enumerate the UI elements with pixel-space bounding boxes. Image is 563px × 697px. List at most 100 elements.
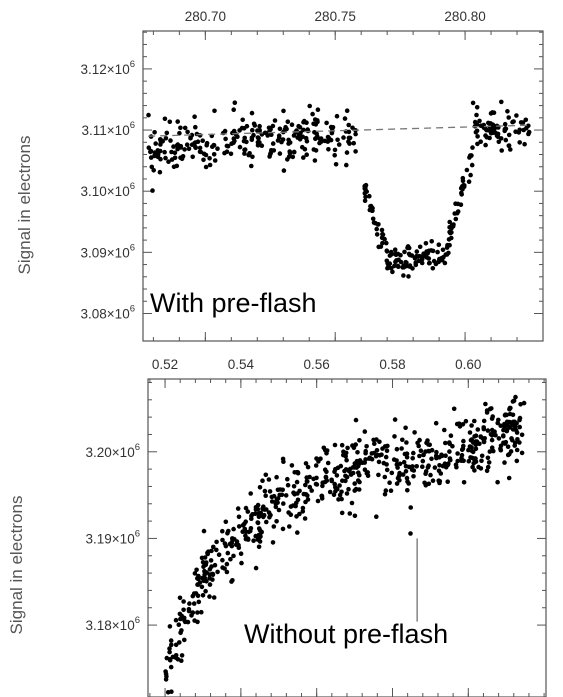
data-point	[270, 540, 276, 545]
data-point	[472, 468, 477, 473]
data-point	[232, 100, 238, 105]
data-point	[469, 423, 474, 428]
data-point	[253, 507, 259, 512]
y-tick-exponent: 6	[135, 442, 140, 453]
data-point	[517, 424, 522, 430]
data-point	[226, 528, 231, 534]
y-tick-label: 3.12×106	[81, 59, 135, 77]
data-point	[189, 613, 194, 618]
data-point	[207, 162, 213, 168]
data-point	[302, 516, 308, 521]
data-point	[242, 135, 247, 141]
data-point	[195, 610, 200, 615]
data-point	[487, 135, 492, 141]
data-point	[166, 159, 171, 164]
data-point	[324, 120, 329, 126]
data-point	[411, 450, 416, 456]
data-point	[362, 190, 368, 196]
data-point	[148, 155, 154, 160]
data-point	[208, 558, 214, 563]
data-point	[479, 458, 484, 464]
y-axis-label: Signal in electrons	[15, 136, 34, 275]
data-point	[200, 138, 205, 143]
data-point	[481, 418, 487, 424]
data-point	[281, 459, 286, 465]
data-point	[518, 402, 523, 407]
data-point	[269, 499, 275, 504]
data-point	[404, 454, 410, 460]
data-point	[471, 461, 477, 466]
data-point	[410, 456, 416, 461]
data-point	[162, 116, 168, 122]
data-point	[406, 464, 412, 470]
data-point	[270, 141, 276, 146]
data-point	[514, 447, 520, 453]
data-point	[472, 456, 478, 461]
data-point	[230, 537, 235, 543]
data-point	[485, 455, 491, 461]
data-point	[164, 655, 170, 661]
data-point	[469, 162, 475, 168]
data-point	[413, 262, 419, 268]
y-tick-exponent: 6	[130, 181, 135, 192]
data-point	[350, 125, 355, 131]
data-point	[220, 557, 225, 563]
data-point	[447, 456, 453, 461]
data-point	[514, 421, 519, 426]
x-tick-label: 280.70	[185, 9, 226, 24]
data-point	[499, 148, 505, 153]
data-point	[387, 480, 392, 486]
data-point	[374, 232, 380, 237]
data-point	[178, 125, 183, 131]
data-point	[296, 123, 301, 129]
data-point	[404, 451, 410, 457]
data-point	[312, 158, 318, 163]
data-point	[242, 151, 247, 156]
data-point	[429, 447, 435, 453]
data-point	[319, 139, 324, 144]
y-tick-label: 3.20×106	[86, 442, 140, 460]
data-point	[351, 465, 357, 470]
data-point	[302, 146, 308, 152]
data-point	[231, 107, 236, 112]
data-point	[291, 484, 297, 489]
data-point	[517, 440, 522, 445]
y-tick-base: ×10	[107, 306, 130, 321]
data-point	[507, 451, 512, 457]
data-point	[377, 439, 382, 445]
data-point	[335, 137, 340, 143]
data-point	[248, 491, 253, 496]
data-point	[370, 216, 376, 222]
data-point	[285, 482, 291, 488]
panel-annotation: With pre-flash	[150, 288, 317, 318]
data-point	[274, 519, 279, 524]
data-point	[523, 117, 529, 123]
data-point	[463, 418, 469, 424]
data-point	[325, 460, 331, 466]
data-point	[443, 453, 448, 459]
data-point	[171, 144, 176, 149]
data-point	[236, 514, 242, 520]
data-point	[194, 567, 199, 573]
data-point	[503, 137, 509, 143]
data-point	[376, 222, 381, 227]
data-point	[181, 607, 186, 613]
data-point	[270, 123, 276, 129]
data-point	[522, 141, 527, 147]
data-point	[409, 253, 415, 258]
data-point	[489, 437, 495, 443]
data-point	[477, 118, 482, 124]
data-point	[300, 509, 306, 514]
data-point	[251, 538, 256, 543]
data-point	[185, 129, 190, 135]
data-point	[382, 444, 388, 449]
data-point	[501, 433, 506, 438]
data-point	[483, 401, 488, 407]
data-point	[168, 138, 173, 143]
data-point	[400, 472, 406, 477]
data-point	[211, 544, 216, 550]
data-point	[475, 134, 480, 139]
data-point	[490, 110, 495, 115]
data-point	[524, 125, 529, 131]
data-point	[196, 573, 201, 579]
